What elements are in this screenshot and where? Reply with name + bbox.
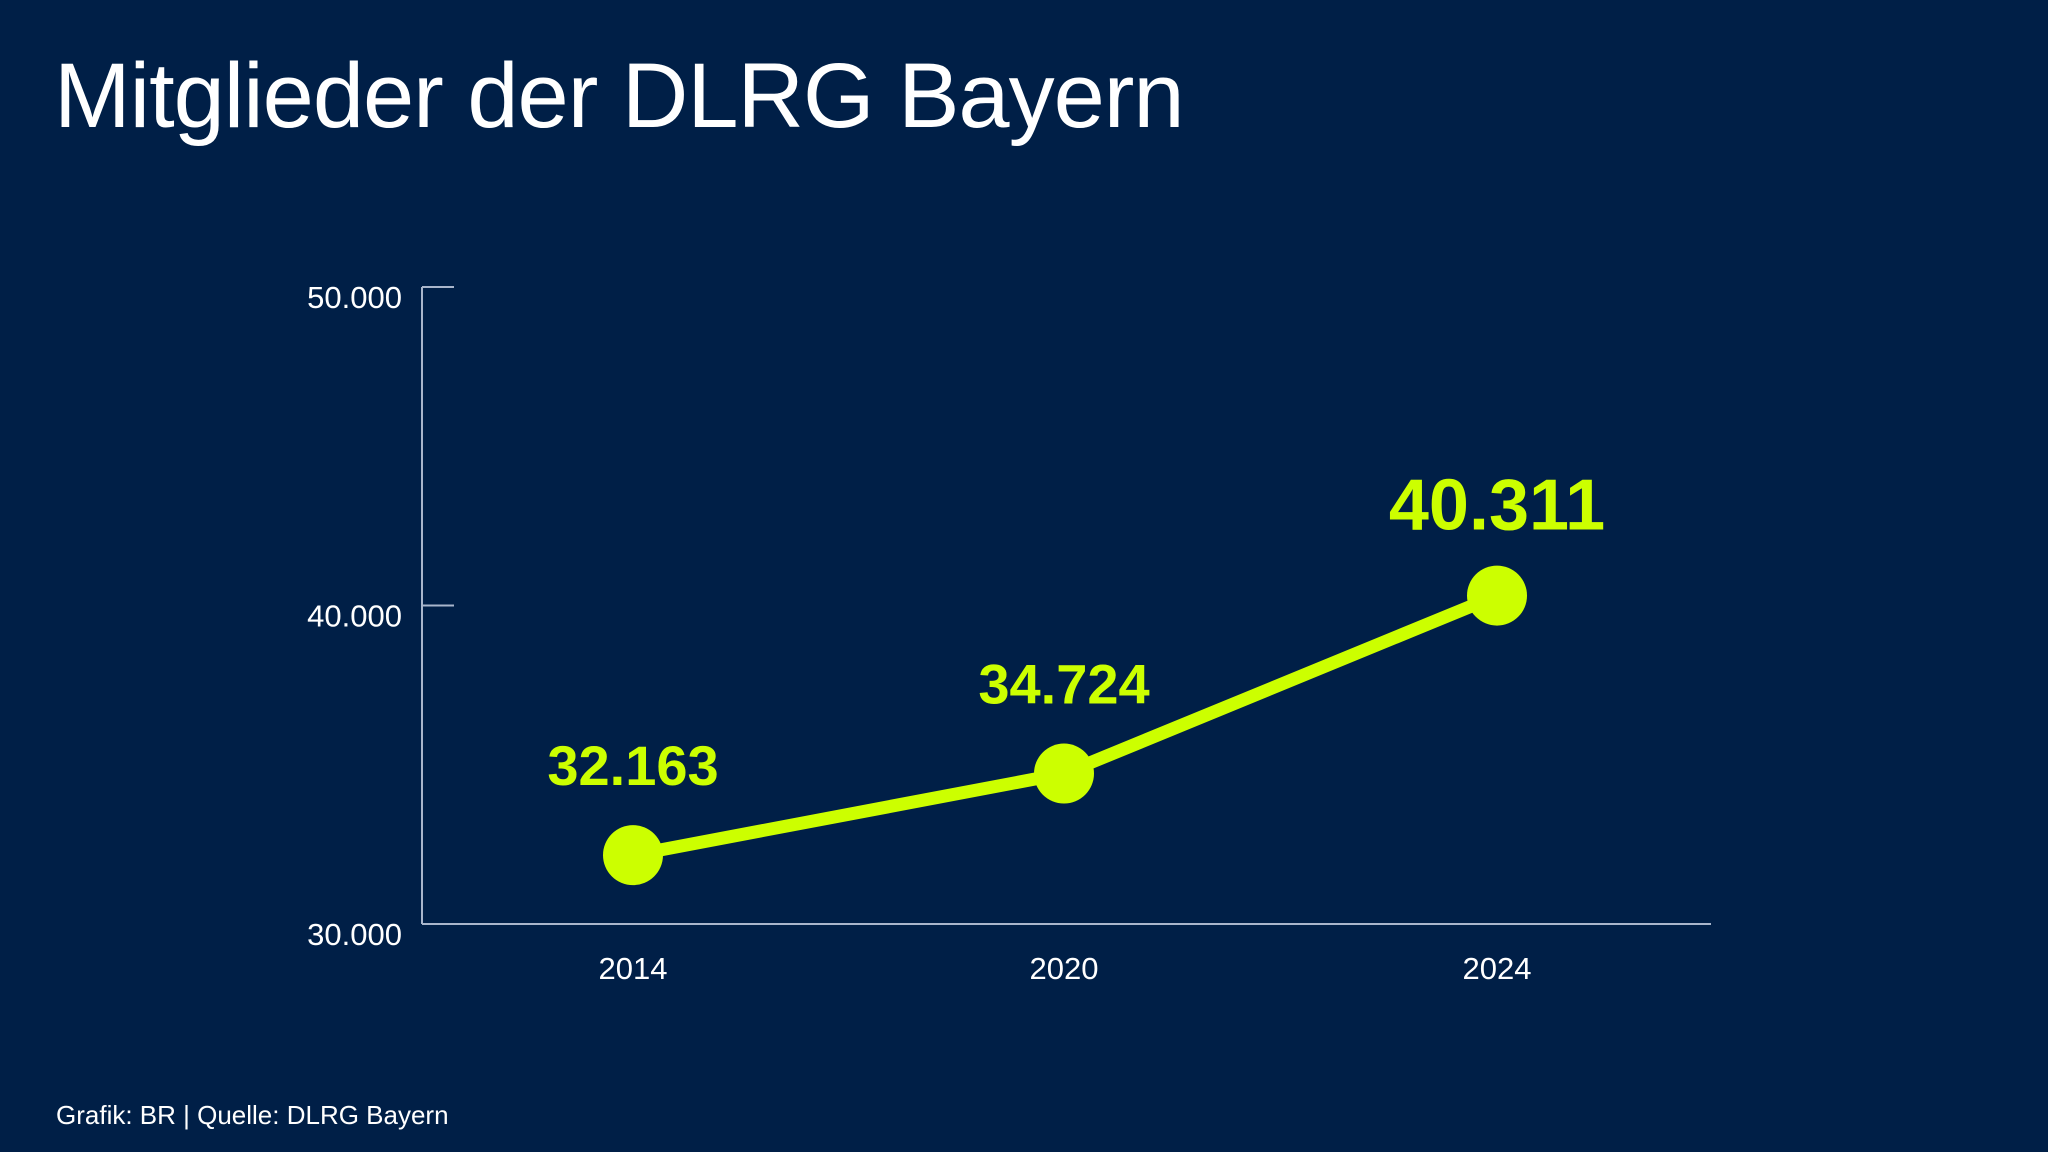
data-label: 32.163 [547, 734, 718, 797]
data-label: 40.311 [1389, 466, 1605, 546]
x-tick-label: 2020 [1030, 951, 1099, 986]
y-tick-label: 40.000 [307, 599, 402, 634]
series-line [631, 589, 1500, 862]
y-tick-label: 30.000 [307, 917, 402, 952]
data-label: 34.724 [978, 653, 1149, 716]
y-tick-label: 50.000 [307, 280, 402, 315]
data-point [1034, 743, 1094, 804]
source-note: Grafik: BR | Quelle: DLRG Bayern [56, 1100, 449, 1130]
data-point [603, 825, 663, 886]
chart-title: Mitglieder der DLRG Bayern [54, 45, 1185, 147]
data-point [1467, 565, 1527, 626]
x-tick-label: 2024 [1463, 951, 1532, 986]
x-tick-label: 2014 [599, 951, 668, 986]
